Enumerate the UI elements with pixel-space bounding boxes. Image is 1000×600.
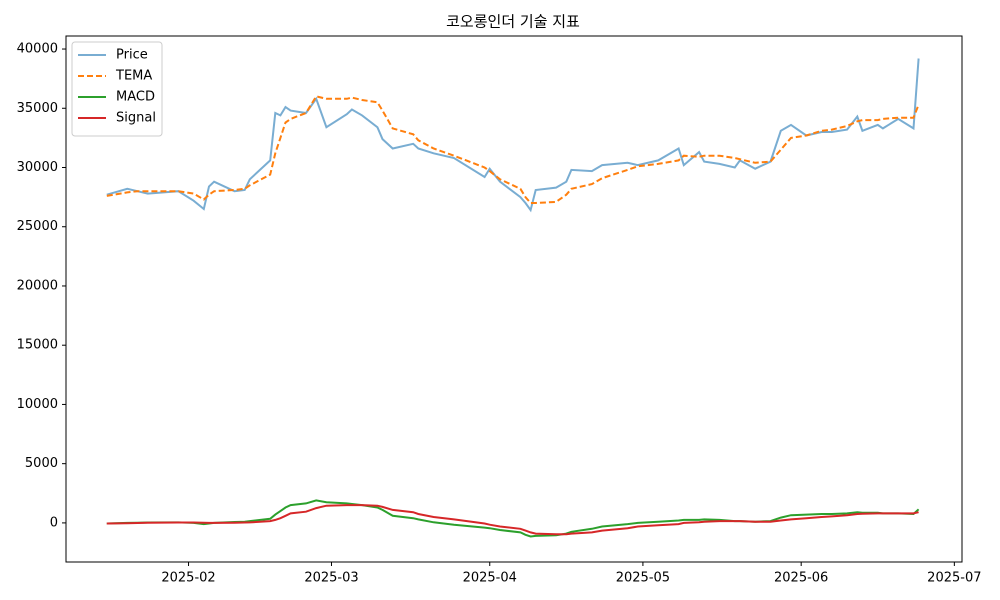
y-tick-label: 10000 <box>17 397 58 412</box>
legend-box <box>71 41 163 137</box>
legend-label: Signal <box>116 111 156 126</box>
legend-label: Price <box>116 48 148 63</box>
y-tick-label: 15000 <box>17 338 58 353</box>
y-tick-label: 30000 <box>17 160 58 175</box>
x-tick-label: 2025-04 <box>463 571 517 586</box>
legend-label: MACD <box>116 90 155 105</box>
x-tick-label: 2025-02 <box>161 571 215 586</box>
y-tick-label: 5000 <box>25 456 58 471</box>
series-line <box>106 504 919 536</box>
y-tick-label: 0 <box>50 515 58 530</box>
x-tick-label: 2025-07 <box>927 571 981 586</box>
series-line <box>106 58 920 213</box>
x-tick-label: 2025-03 <box>304 571 358 586</box>
chart-title: 코오롱인더 기술 지표 <box>446 13 580 31</box>
legend-label: TEMA <box>115 69 152 84</box>
plot-frame <box>65 35 963 563</box>
y-tick-label: 35000 <box>17 101 58 116</box>
y-tick-label: 25000 <box>17 219 58 234</box>
y-tick-label: 40000 <box>17 42 58 57</box>
y-tick-label: 20000 <box>17 278 58 293</box>
x-tick-label: 2025-05 <box>616 571 670 586</box>
series-line <box>106 499 920 538</box>
series-line <box>106 95 920 204</box>
x-tick-label: 2025-06 <box>774 571 828 586</box>
